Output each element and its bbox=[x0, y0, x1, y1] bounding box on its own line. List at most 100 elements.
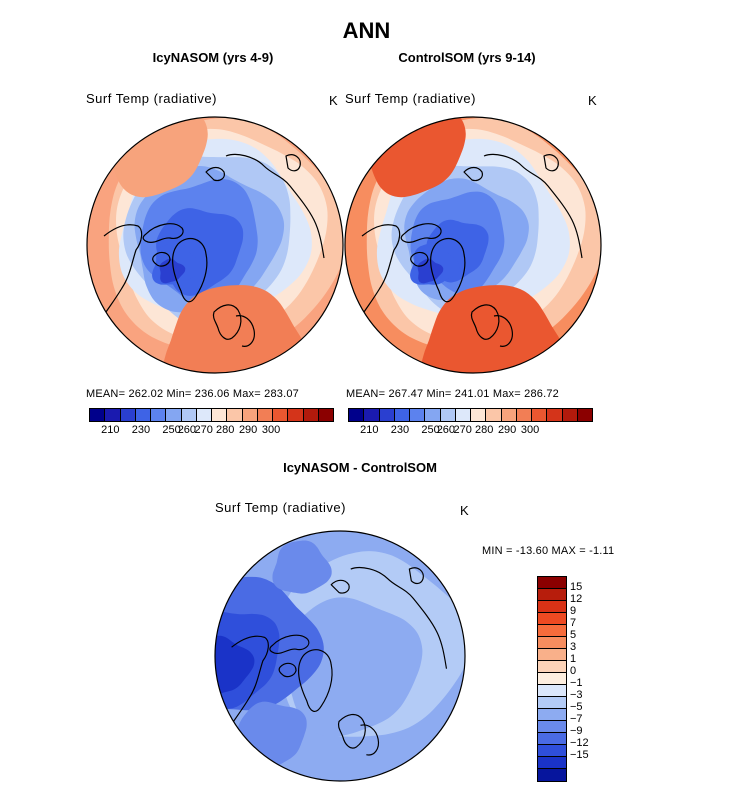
diff-band bbox=[272, 540, 332, 594]
colorbar-swatch bbox=[349, 409, 365, 421]
stats-right: MEAN= 267.47 Min= 241.01 Max= 286.72 bbox=[346, 388, 559, 400]
colorbar-tick-label: 230 bbox=[390, 424, 410, 436]
colorbar-swatch bbox=[538, 685, 566, 697]
colorbar-swatch bbox=[486, 409, 502, 421]
diff-band bbox=[215, 635, 255, 696]
variable-label-right: Surf Temp (radiative) bbox=[345, 91, 476, 106]
coastline bbox=[337, 714, 366, 749]
colorbar-tick-label: −7 bbox=[570, 713, 583, 725]
colorbar-swatch bbox=[410, 409, 426, 421]
coastline bbox=[172, 237, 208, 303]
coastline bbox=[483, 153, 583, 259]
colorbar-tick-label: 0 bbox=[570, 665, 577, 677]
figure-title: ANN bbox=[342, 18, 391, 43]
coastline bbox=[408, 567, 424, 585]
colorbar-swatch bbox=[538, 661, 566, 673]
colorbar-ticks-difference: 15 12 9 7 5 3 1 0 −1 −3 −5 −7 −9 −12 −15 bbox=[570, 576, 610, 780]
colorbar-ticks-right: 210 230 250 260 270 280 290 300 bbox=[348, 424, 593, 438]
coastline bbox=[361, 224, 401, 313]
colorbar-tick-label: 15 bbox=[570, 581, 583, 593]
coastline bbox=[493, 315, 513, 347]
coastline bbox=[350, 566, 448, 669]
colorbar-swatch bbox=[501, 409, 517, 421]
colorbar-tick-label: 300 bbox=[261, 424, 281, 436]
colorbar-swatch bbox=[532, 409, 548, 421]
colorbar-tick-label: 9 bbox=[570, 605, 577, 617]
colorbar-swatch bbox=[538, 697, 566, 709]
stats-left: MEAN= 262.02 Min= 236.06 Max= 283.07 bbox=[86, 388, 299, 400]
colorbar-tick-label: 5 bbox=[570, 629, 577, 641]
colorbar-swatch bbox=[538, 577, 566, 589]
coastline bbox=[285, 154, 301, 172]
colorbar-right bbox=[348, 408, 593, 422]
colorbar-tick-label: 280 bbox=[474, 424, 494, 436]
polar-map-difference bbox=[214, 530, 466, 782]
colorbar-ticks-left: 210 230 250 260 270 280 290 300 bbox=[89, 424, 334, 438]
polar-map-icynasom bbox=[86, 116, 344, 374]
colorbar-swatch bbox=[257, 409, 273, 421]
colorbar-swatch bbox=[538, 709, 566, 721]
colorbar-swatch bbox=[227, 409, 243, 421]
colorbar-swatch bbox=[135, 409, 151, 421]
coastline bbox=[205, 166, 225, 182]
colorbar-tick-label: 300 bbox=[520, 424, 540, 436]
colorbar-swatch bbox=[394, 409, 410, 421]
temp-band bbox=[162, 285, 311, 373]
colorbar-swatch bbox=[105, 409, 121, 421]
colorbar-tick-label: 230 bbox=[131, 424, 151, 436]
colorbar-swatch bbox=[538, 649, 566, 661]
coastline bbox=[543, 154, 559, 172]
coastline bbox=[330, 579, 350, 594]
variable-label-left: Surf Temp (radiative) bbox=[86, 91, 217, 106]
colorbar-swatch bbox=[562, 409, 578, 421]
colorbar-tick-label: 290 bbox=[497, 424, 517, 436]
colorbar-swatch bbox=[440, 409, 456, 421]
coastline bbox=[103, 224, 143, 313]
colorbar-swatch bbox=[538, 637, 566, 649]
colorbar-swatch bbox=[538, 673, 566, 685]
colorbar-swatch bbox=[455, 409, 471, 421]
colorbar-tick-label: 210 bbox=[360, 424, 379, 436]
colorbar-tick-label: 260 bbox=[177, 424, 197, 436]
colorbar-swatch bbox=[90, 409, 106, 421]
coastline bbox=[470, 304, 500, 340]
colorbar-difference bbox=[537, 576, 567, 782]
colorbar-swatch bbox=[273, 409, 289, 421]
colorbar-swatch bbox=[212, 409, 228, 421]
colorbar-tick-label: 270 bbox=[194, 424, 213, 436]
colorbar-swatch bbox=[577, 409, 592, 421]
colorbar-swatch bbox=[151, 409, 167, 421]
colorbar-swatch bbox=[538, 721, 566, 733]
colorbar-tick-label: −12 bbox=[570, 737, 589, 749]
colorbar-swatch bbox=[547, 409, 563, 421]
colorbar-tick-label: 250 bbox=[421, 424, 440, 436]
unit-label-left: K bbox=[329, 93, 338, 108]
colorbar-tick-label: −5 bbox=[570, 701, 583, 713]
temp-band bbox=[420, 285, 569, 373]
coastline bbox=[212, 304, 242, 340]
colorbar-tick-label: −1 bbox=[570, 677, 583, 689]
colorbar-swatch bbox=[303, 409, 319, 421]
colorbar-swatch bbox=[379, 409, 395, 421]
coastline bbox=[298, 649, 333, 712]
coastline bbox=[463, 166, 483, 182]
colorbar-swatch bbox=[120, 409, 136, 421]
stats-difference: MIN = -13.60 MAX = -1.11 bbox=[482, 545, 615, 557]
coastline bbox=[231, 635, 269, 722]
coastline bbox=[430, 237, 466, 303]
colorbar-swatch bbox=[538, 601, 566, 613]
map-boundary-circle bbox=[344, 116, 602, 374]
panel-title-icynasom: IcyNASOM (yrs 4-9) bbox=[152, 50, 274, 65]
colorbar-swatch bbox=[196, 409, 212, 421]
coastline bbox=[225, 153, 325, 259]
colorbar-swatch bbox=[242, 409, 258, 421]
map-boundary-circle bbox=[214, 530, 466, 782]
colorbar-swatch bbox=[181, 409, 197, 421]
colorbar-tick-label: −15 bbox=[570, 749, 589, 761]
variable-label-difference: Surf Temp (radiative) bbox=[215, 500, 346, 515]
colorbar-swatch bbox=[538, 769, 566, 781]
colorbar-tick-label: 260 bbox=[436, 424, 456, 436]
colorbar-swatch bbox=[516, 409, 532, 421]
colorbar-swatch bbox=[471, 409, 487, 421]
colorbar-swatch bbox=[538, 613, 566, 625]
